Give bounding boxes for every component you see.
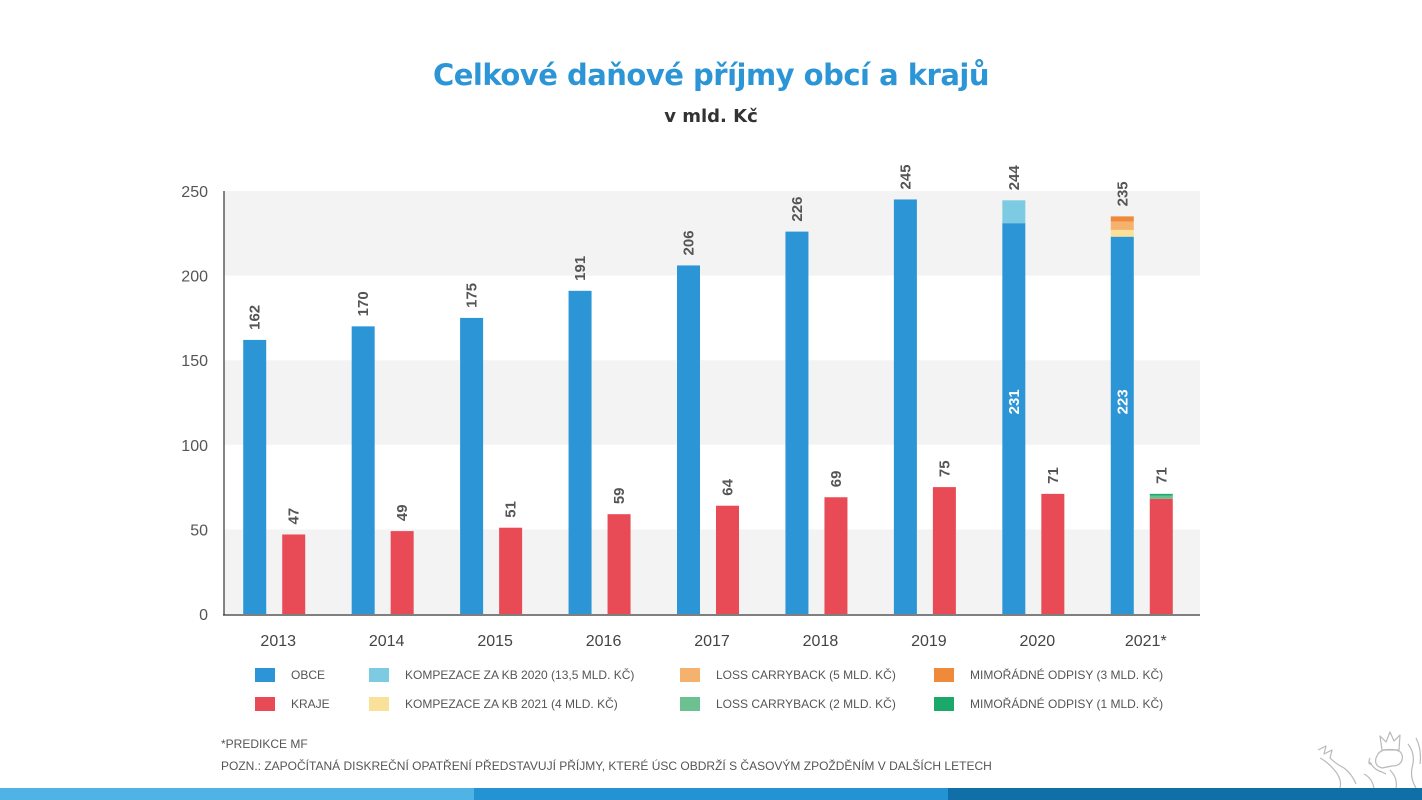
kraje-total-label: 69 — [828, 471, 845, 488]
legend-swatch — [680, 697, 700, 711]
legend-swatch — [934, 668, 954, 682]
obce-bar-segment — [460, 317, 484, 614]
obce-total-label: 235 — [1114, 181, 1131, 206]
kraje-total-label: 71 — [1153, 467, 1170, 484]
legend-swatch — [255, 697, 275, 711]
kraje-total-label: 51 — [503, 501, 520, 518]
kraje-total-label: 47 — [286, 508, 303, 525]
obce-bar-segment — [1110, 229, 1134, 237]
x-tick-label: 2016 — [586, 633, 622, 650]
chart-title: Celkové daňové příjmy obcí a krajů — [432, 58, 990, 92]
y-tick-label: 50 — [190, 522, 208, 539]
bottom-color-bar — [0, 788, 1422, 800]
obce-bar-segment — [243, 339, 267, 614]
obce-total-label: 206 — [681, 230, 698, 255]
grid-band — [224, 360, 1200, 445]
legend-swatch — [680, 668, 700, 682]
legend-item-mimoradne-odpisy-1: MIMOŘÁDNÉ ODPISY (1 MLD. KČ) — [934, 697, 1163, 711]
x-tick-label: 2018 — [803, 633, 839, 650]
obce-total-label: 162 — [247, 305, 264, 330]
legend-label: OBCE — [291, 668, 326, 682]
x-tick-label: 2017 — [694, 633, 730, 650]
kraje-bar-segment — [607, 514, 631, 614]
kraje-bar-segment — [1149, 498, 1173, 614]
kraje-bar-segment — [282, 534, 306, 614]
bottom-bar-segment — [474, 788, 948, 800]
legend-item-loss-carryback-2: LOSS CARRYBACK (2 MLD. KČ) — [680, 697, 896, 711]
obce-total-label: 175 — [464, 283, 481, 308]
grid-band — [224, 191, 1200, 276]
legend-item-kompenzace-2021: KOMPEZACE ZA KB 2021 (4 MLD. KČ) — [369, 697, 618, 711]
prediction-note: *PREDIKCE MF — [221, 737, 308, 751]
x-tick-label: 2020 — [1020, 633, 1056, 650]
y-tick-label: 100 — [181, 438, 208, 455]
remark-note: POZN.: ZAPOČÍTANÁ DISKREČNÍ OPATŘENÍ PŘE… — [221, 759, 992, 773]
x-tick-label: 2014 — [369, 633, 405, 650]
legend-swatch — [369, 668, 389, 682]
bar-chart: 0 50 100 150 200 250 2013 162 47 2014 170 49 2015 175… — [181, 164, 1200, 650]
chart-subtitle: v mld. Kč — [664, 106, 758, 127]
obce-bar-segment — [785, 231, 809, 614]
kraje-bar-segment — [932, 487, 956, 614]
obce-bar-segment — [1110, 216, 1134, 222]
obce-total-label: 226 — [789, 197, 806, 222]
legend-label: LOSS CARRYBACK (5 MLD. KČ) — [716, 668, 896, 682]
y-tick-label: 200 — [181, 269, 208, 286]
kraje-bar-segment — [1149, 495, 1173, 499]
bottom-bar-segment — [0, 788, 474, 800]
obce-inner-label: 223 — [1114, 389, 1131, 414]
legend-item-loss-carryback-5: LOSS CARRYBACK (5 MLD. KČ) — [680, 668, 896, 682]
obce-total-label: 245 — [897, 164, 914, 189]
obce-total-label: 170 — [355, 291, 372, 316]
kraje-bar-segment — [1041, 493, 1065, 614]
kraje-total-label: 59 — [611, 487, 628, 504]
obce-bar-segment — [1002, 223, 1026, 614]
legend-item-obce: OBCE — [255, 668, 325, 682]
legend-swatch — [255, 668, 275, 682]
kraje-total-label: 75 — [936, 460, 953, 477]
kraje-total-label: 49 — [394, 504, 411, 521]
legend-item-mimoradne-odpisy-3: MIMOŘÁDNÉ ODPISY (3 MLD. KČ) — [934, 668, 1163, 682]
legend: OBCE KRAJE KOMPEZACE ZA KB 2020 (13,5 ML… — [255, 668, 1215, 724]
y-tick-label: 250 — [181, 184, 208, 201]
obce-inner-label: 231 — [1006, 389, 1023, 414]
kraje-bar-segment — [1149, 493, 1173, 496]
obce-bar-segment — [1110, 236, 1134, 614]
legend-label: MIMOŘÁDNÉ ODPISY (1 MLD. KČ) — [970, 697, 1164, 711]
legend-label: KOMPEZACE ZA KB 2021 (4 MLD. KČ) — [405, 697, 618, 711]
kraje-bar-segment — [499, 527, 523, 614]
legend-swatch — [934, 697, 954, 711]
x-tick-label: 2015 — [477, 633, 513, 650]
kraje-total-label: 64 — [720, 478, 737, 495]
kraje-bar-segment — [824, 497, 848, 614]
obce-bar-segment — [568, 290, 592, 614]
bottom-bar-segment — [948, 788, 1422, 800]
kraje-bar-segment — [716, 505, 739, 614]
grid-band — [224, 529, 1200, 614]
obce-total-label: 191 — [572, 256, 589, 281]
legend-label: MIMOŘÁDNÉ ODPISY (3 MLD. KČ) — [970, 668, 1164, 682]
obce-bar-segment — [1002, 200, 1026, 224]
kraje-bar-segment — [390, 531, 414, 614]
x-tick-label: 2013 — [260, 633, 296, 650]
legend-item-kompenzace-2020: KOMPEZACE ZA KB 2020 (13,5 MLD. KČ) — [369, 668, 634, 682]
obce-bar-segment — [1110, 221, 1134, 230]
legend-label: KOMPEZACE ZA KB 2020 (13,5 MLD. KČ) — [405, 668, 635, 682]
kraje-total-label: 71 — [1045, 467, 1062, 484]
y-tick-label: 150 — [181, 353, 208, 370]
x-tick-label: 2019 — [911, 633, 947, 650]
legend-label: LOSS CARRYBACK (2 MLD. KČ) — [716, 697, 896, 711]
y-tick-label: 0 — [199, 607, 208, 624]
legend-swatch — [369, 697, 389, 711]
lion-emblem-icon — [1317, 731, 1422, 788]
obce-bar-segment — [677, 265, 700, 614]
obce-bar-segment — [893, 199, 917, 614]
obce-total-label: 244 — [1006, 165, 1023, 191]
x-tick-label: 2021* — [1125, 633, 1167, 650]
legend-label: KRAJE — [291, 697, 330, 711]
legend-item-kraje: KRAJE — [255, 697, 330, 711]
obce-bar-segment — [351, 326, 375, 614]
